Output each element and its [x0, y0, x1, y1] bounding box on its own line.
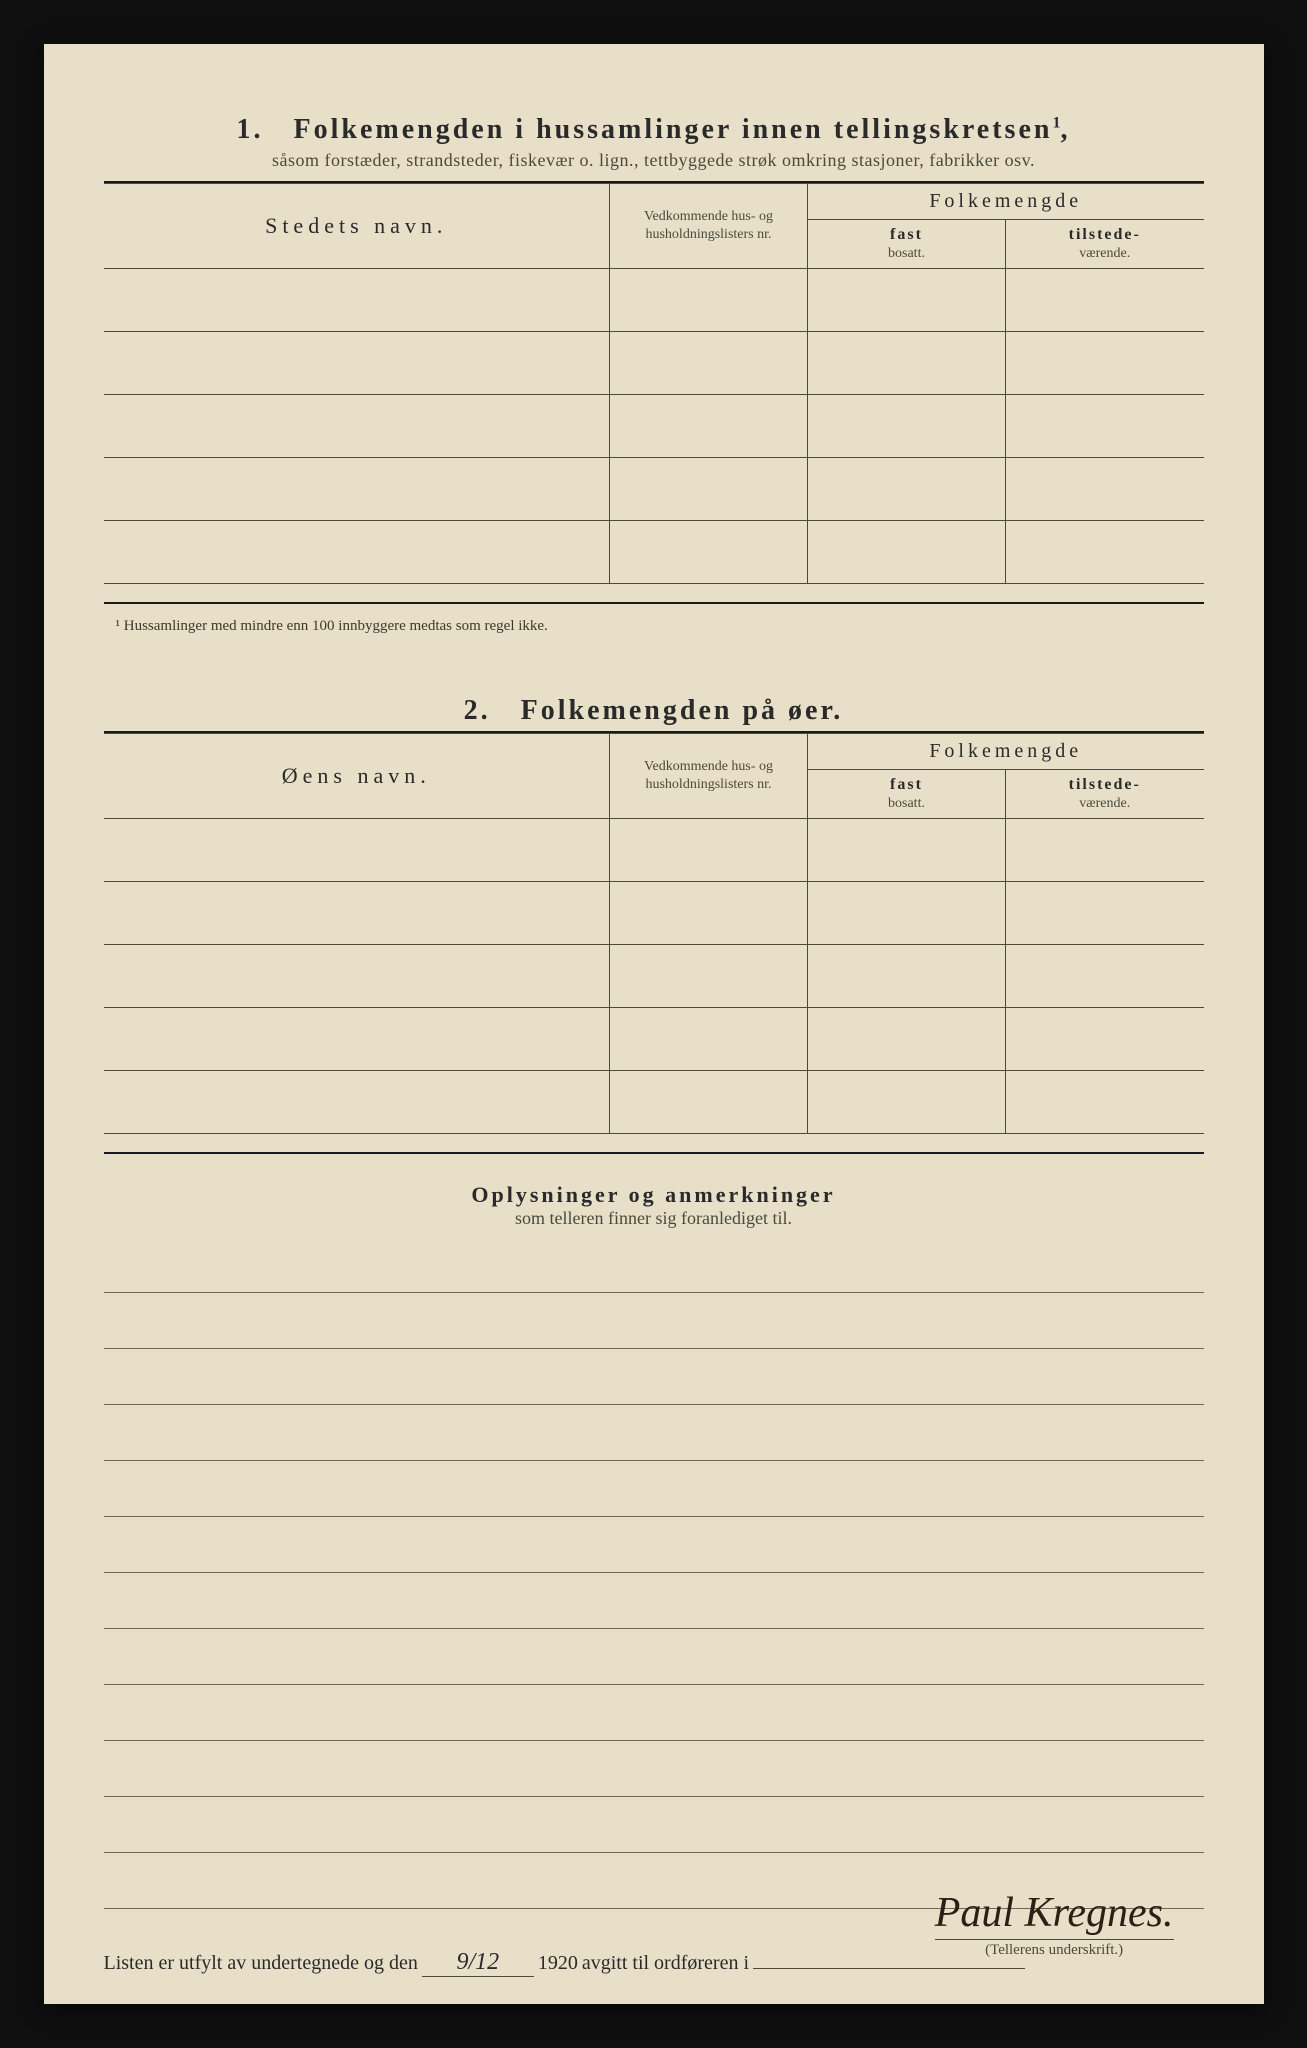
table-cell	[610, 395, 808, 458]
section1-col-fast: fast bosatt.	[808, 220, 1006, 269]
remark-line	[104, 1293, 1204, 1349]
table-cell	[610, 1071, 808, 1134]
remark-line	[104, 1629, 1204, 1685]
table-row	[104, 882, 1204, 945]
table-cell	[1006, 458, 1204, 521]
table-cell	[610, 332, 808, 395]
table-cell	[104, 819, 610, 882]
table-cell	[808, 395, 1006, 458]
section2-title-text: Folkemengden på øer.	[521, 695, 844, 726]
table-cell	[808, 332, 1006, 395]
footer-year: 1920	[538, 1952, 578, 1975]
table-cell	[1006, 1071, 1204, 1134]
section2-body	[104, 819, 1204, 1134]
table-cell	[1006, 1008, 1204, 1071]
remark-line	[104, 1405, 1204, 1461]
remark-line	[104, 1517, 1204, 1573]
footer-ordforer-blank	[753, 1968, 1025, 1969]
section1-col-hus: Vedkommende hus- og husholdningslisters …	[610, 184, 808, 269]
remark-line	[104, 1573, 1204, 1629]
table-cell	[1006, 819, 1204, 882]
remarks-title: Oplysninger og anmerkninger	[104, 1182, 1204, 1208]
footer-after: avgitt til ordføreren i	[582, 1952, 749, 1975]
table-cell	[104, 1008, 610, 1071]
signature-label: (Tellerens underskrift.)	[935, 1942, 1174, 1959]
table-cell	[104, 945, 610, 1008]
section1-table: Stedets navn. Vedkommende hus- og hushol…	[104, 183, 1204, 584]
section2-bottom-rule	[104, 1152, 1204, 1154]
section2-title: 2. Folkemengden på øer.	[104, 695, 1204, 727]
remarks-lines	[104, 1237, 1204, 1909]
table-cell	[610, 882, 808, 945]
table-cell	[104, 332, 610, 395]
table-row	[104, 1008, 1204, 1071]
signature-block: Paul Kregnes. (Tellerens underskrift.)	[935, 1889, 1174, 1959]
table-cell	[1006, 945, 1204, 1008]
section2-col-name: Øens navn.	[104, 734, 610, 819]
section1-bottom-rule	[104, 602, 1204, 604]
table-row	[104, 332, 1204, 395]
remark-line	[104, 1349, 1204, 1405]
footer-before: Listen er utfylt av undertegnede og den	[104, 1952, 418, 1975]
section2-table: Øens navn. Vedkommende hus- og husholdni…	[104, 733, 1204, 1134]
table-cell	[104, 458, 610, 521]
table-cell	[1006, 395, 1204, 458]
table-cell	[610, 521, 808, 584]
section2-col-hus: Vedkommende hus- og husholdningslisters …	[610, 734, 808, 819]
section1-col-folk: Folkemengde	[808, 184, 1204, 220]
footer-date-value: 9/12	[422, 1949, 534, 1977]
section1-number: 1.	[237, 114, 264, 145]
section2-col-tilstede: tilstede- værende.	[1006, 770, 1204, 819]
table-cell	[808, 521, 1006, 584]
table-cell	[610, 458, 808, 521]
section1-footnote: ¹ Hussamlinger med mindre enn 100 innbyg…	[104, 618, 1204, 635]
signature-text: Paul Kregnes.	[935, 1889, 1174, 1940]
table-cell	[808, 458, 1006, 521]
table-row	[104, 945, 1204, 1008]
table-cell	[610, 269, 808, 332]
table-cell	[104, 269, 610, 332]
remark-line	[104, 1797, 1204, 1853]
table-row	[104, 1071, 1204, 1134]
remark-line	[104, 1741, 1204, 1797]
remark-line	[104, 1237, 1204, 1293]
table-cell	[610, 819, 808, 882]
table-cell	[808, 1071, 1006, 1134]
table-cell	[1006, 332, 1204, 395]
section1-title: 1. Folkemengden i hussamlinger innen tel…	[104, 114, 1204, 146]
table-cell	[104, 395, 610, 458]
table-cell	[104, 882, 610, 945]
table-cell	[808, 945, 1006, 1008]
remarks-subtitle: som telleren finner sig foranlediget til…	[104, 1208, 1204, 1229]
section1-body	[104, 269, 1204, 584]
section1-subtitle: såsom forstæder, strandsteder, fiskevær …	[104, 150, 1204, 171]
table-cell	[808, 1008, 1006, 1071]
remark-line	[104, 1461, 1204, 1517]
table-row	[104, 521, 1204, 584]
section1-col-tilstede: tilstede- værende.	[1006, 220, 1204, 269]
page-container: 1. Folkemengden i hussamlinger innen tel…	[0, 0, 1307, 2048]
table-cell	[104, 1071, 610, 1134]
section2-col-fast: fast bosatt.	[808, 770, 1006, 819]
section1-col-name: Stedets navn.	[104, 184, 610, 269]
document-paper: 1. Folkemengden i hussamlinger innen tel…	[44, 44, 1264, 2004]
section2-col-folk: Folkemengde	[808, 734, 1204, 770]
table-cell	[1006, 269, 1204, 332]
table-row	[104, 395, 1204, 458]
section1-superscript: 1	[1052, 115, 1060, 132]
table-cell	[808, 882, 1006, 945]
table-cell	[1006, 521, 1204, 584]
remark-line	[104, 1685, 1204, 1741]
table-cell	[104, 521, 610, 584]
table-row	[104, 269, 1204, 332]
table-cell	[1006, 882, 1204, 945]
table-cell	[610, 945, 808, 1008]
table-cell	[808, 819, 1006, 882]
table-row	[104, 458, 1204, 521]
table-row	[104, 819, 1204, 882]
section1-title-text: Folkemengden i hussamlinger innen tellin…	[294, 114, 1053, 145]
table-cell	[610, 1008, 808, 1071]
section2-number: 2.	[464, 695, 491, 726]
table-cell	[808, 269, 1006, 332]
